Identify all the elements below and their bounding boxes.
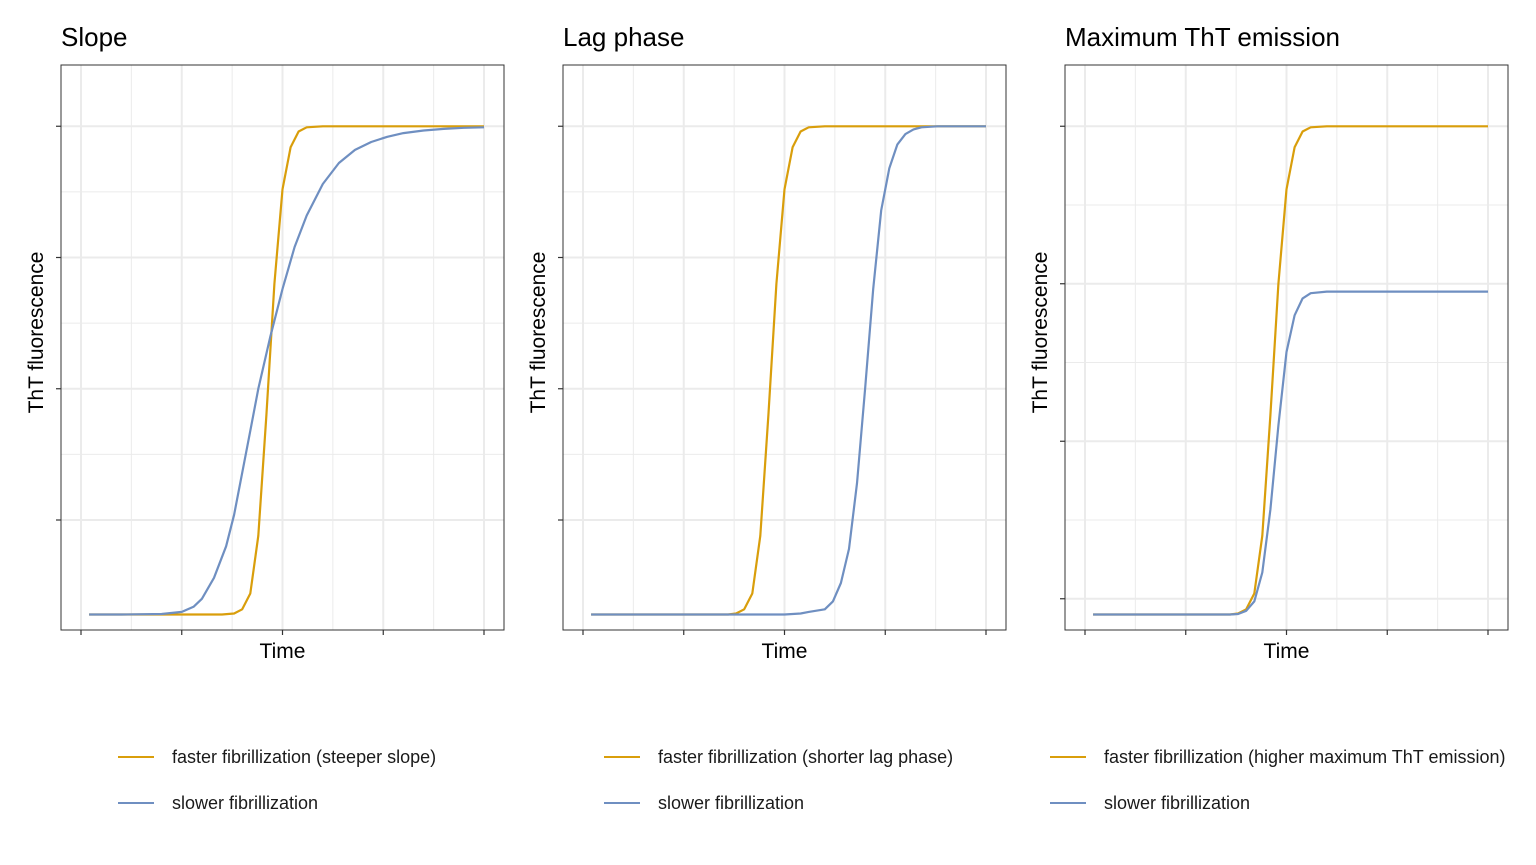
- chart-panel: Maximum ThT emission Time ThT fluorescence…: [1004, 0, 1516, 865]
- legend-key: [604, 802, 640, 804]
- y-axis-label: ThT fluorescence: [25, 252, 48, 414]
- legend-key: [1050, 802, 1086, 804]
- legend-item: faster fibrillization (higher maximum Th…: [1050, 745, 1505, 769]
- y-axis-label: ThT fluorescence: [1029, 252, 1052, 414]
- series-line-slower: [591, 125, 986, 616]
- legend-key: [1050, 756, 1086, 758]
- legend-item: faster fibrillization (shorter lag phase…: [604, 745, 953, 769]
- legend-item: slower fibrillization: [118, 791, 318, 815]
- chart-svg: Lag phase Time ThT fluorescence: [527, 22, 1007, 663]
- chart-title: Lag phase: [563, 22, 684, 52]
- legend: faster fibrillization (shorter lag phase…: [502, 735, 1014, 835]
- chart-svg: Slope Time ThT fluorescence: [25, 22, 505, 663]
- chart-title: Maximum ThT emission: [1065, 22, 1340, 52]
- chart-title: Slope: [61, 22, 128, 52]
- legend-key: [118, 756, 154, 758]
- grid: [61, 65, 504, 630]
- legend: faster fibrillization (higher maximum Th…: [1004, 735, 1516, 835]
- legend-label: faster fibrillization (shorter lag phase…: [658, 746, 954, 767]
- series-line-slower: [1093, 290, 1488, 616]
- x-axis-label: Time: [1264, 640, 1310, 663]
- chart-panel: Slope Time ThT fluorescence faster fibrilli…: [0, 0, 512, 865]
- chart-panel: Lag phase Time ThT fluorescence faster fibr…: [502, 0, 1014, 865]
- grid: [1065, 65, 1508, 630]
- x-axis-label: Time: [260, 640, 306, 663]
- legend-item: slower fibrillization: [1050, 791, 1250, 815]
- legend-label: slower fibrillization: [658, 792, 805, 813]
- chart-svg: Maximum ThT emission Time ThT fluorescence: [1029, 22, 1509, 663]
- y-axis-label: ThT fluorescence: [527, 252, 550, 414]
- legend: faster fibrillization (steeper slope) slo…: [0, 735, 512, 835]
- legend-label: faster fibrillization (higher maximum Th…: [1104, 746, 1506, 767]
- legend-item: faster fibrillization (steeper slope): [118, 745, 436, 769]
- legend-label: faster fibrillization (steeper slope): [172, 746, 437, 767]
- legend-label: slower fibrillization: [1104, 792, 1251, 813]
- legend-label: slower fibrillization: [172, 792, 319, 813]
- x-axis-label: Time: [762, 640, 808, 663]
- legend-key: [118, 802, 154, 804]
- legend-item: slower fibrillization: [604, 791, 804, 815]
- legend-key: [604, 756, 640, 758]
- series-line-slower: [89, 126, 485, 616]
- series-line-faster: [89, 125, 484, 616]
